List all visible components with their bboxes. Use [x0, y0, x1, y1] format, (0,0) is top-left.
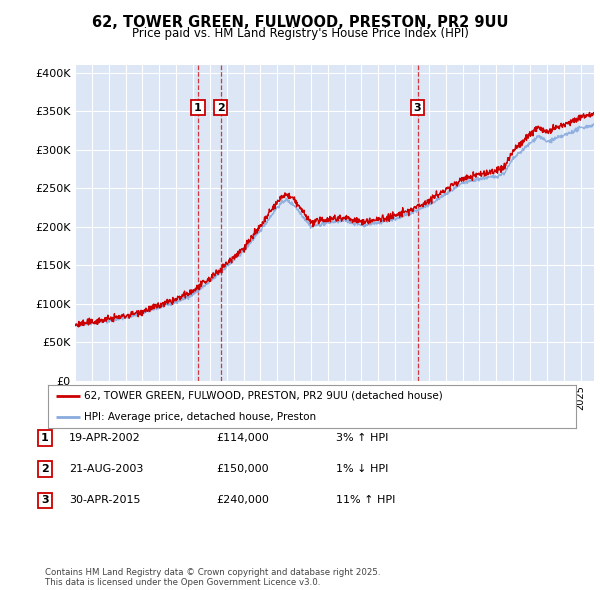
- Text: 19-APR-2002: 19-APR-2002: [69, 433, 141, 442]
- Text: £114,000: £114,000: [216, 433, 269, 442]
- Text: 30-APR-2015: 30-APR-2015: [69, 496, 140, 505]
- Text: £240,000: £240,000: [216, 496, 269, 505]
- Text: 11% ↑ HPI: 11% ↑ HPI: [336, 496, 395, 505]
- Text: 3% ↑ HPI: 3% ↑ HPI: [336, 433, 388, 442]
- Text: 62, TOWER GREEN, FULWOOD, PRESTON, PR2 9UU: 62, TOWER GREEN, FULWOOD, PRESTON, PR2 9…: [92, 15, 508, 30]
- Text: 2: 2: [41, 464, 49, 474]
- Text: Price paid vs. HM Land Registry's House Price Index (HPI): Price paid vs. HM Land Registry's House …: [131, 27, 469, 40]
- Text: £150,000: £150,000: [216, 464, 269, 474]
- Text: HPI: Average price, detached house, Preston: HPI: Average price, detached house, Pres…: [84, 412, 316, 422]
- Text: 3: 3: [414, 103, 421, 113]
- Text: 1: 1: [41, 433, 49, 442]
- Text: 21-AUG-2003: 21-AUG-2003: [69, 464, 143, 474]
- Text: 3: 3: [41, 496, 49, 505]
- Text: 1% ↓ HPI: 1% ↓ HPI: [336, 464, 388, 474]
- Text: 62, TOWER GREEN, FULWOOD, PRESTON, PR2 9UU (detached house): 62, TOWER GREEN, FULWOOD, PRESTON, PR2 9…: [84, 391, 443, 401]
- Text: Contains HM Land Registry data © Crown copyright and database right 2025.
This d: Contains HM Land Registry data © Crown c…: [45, 568, 380, 587]
- Text: 2: 2: [217, 103, 224, 113]
- Text: 1: 1: [194, 103, 202, 113]
